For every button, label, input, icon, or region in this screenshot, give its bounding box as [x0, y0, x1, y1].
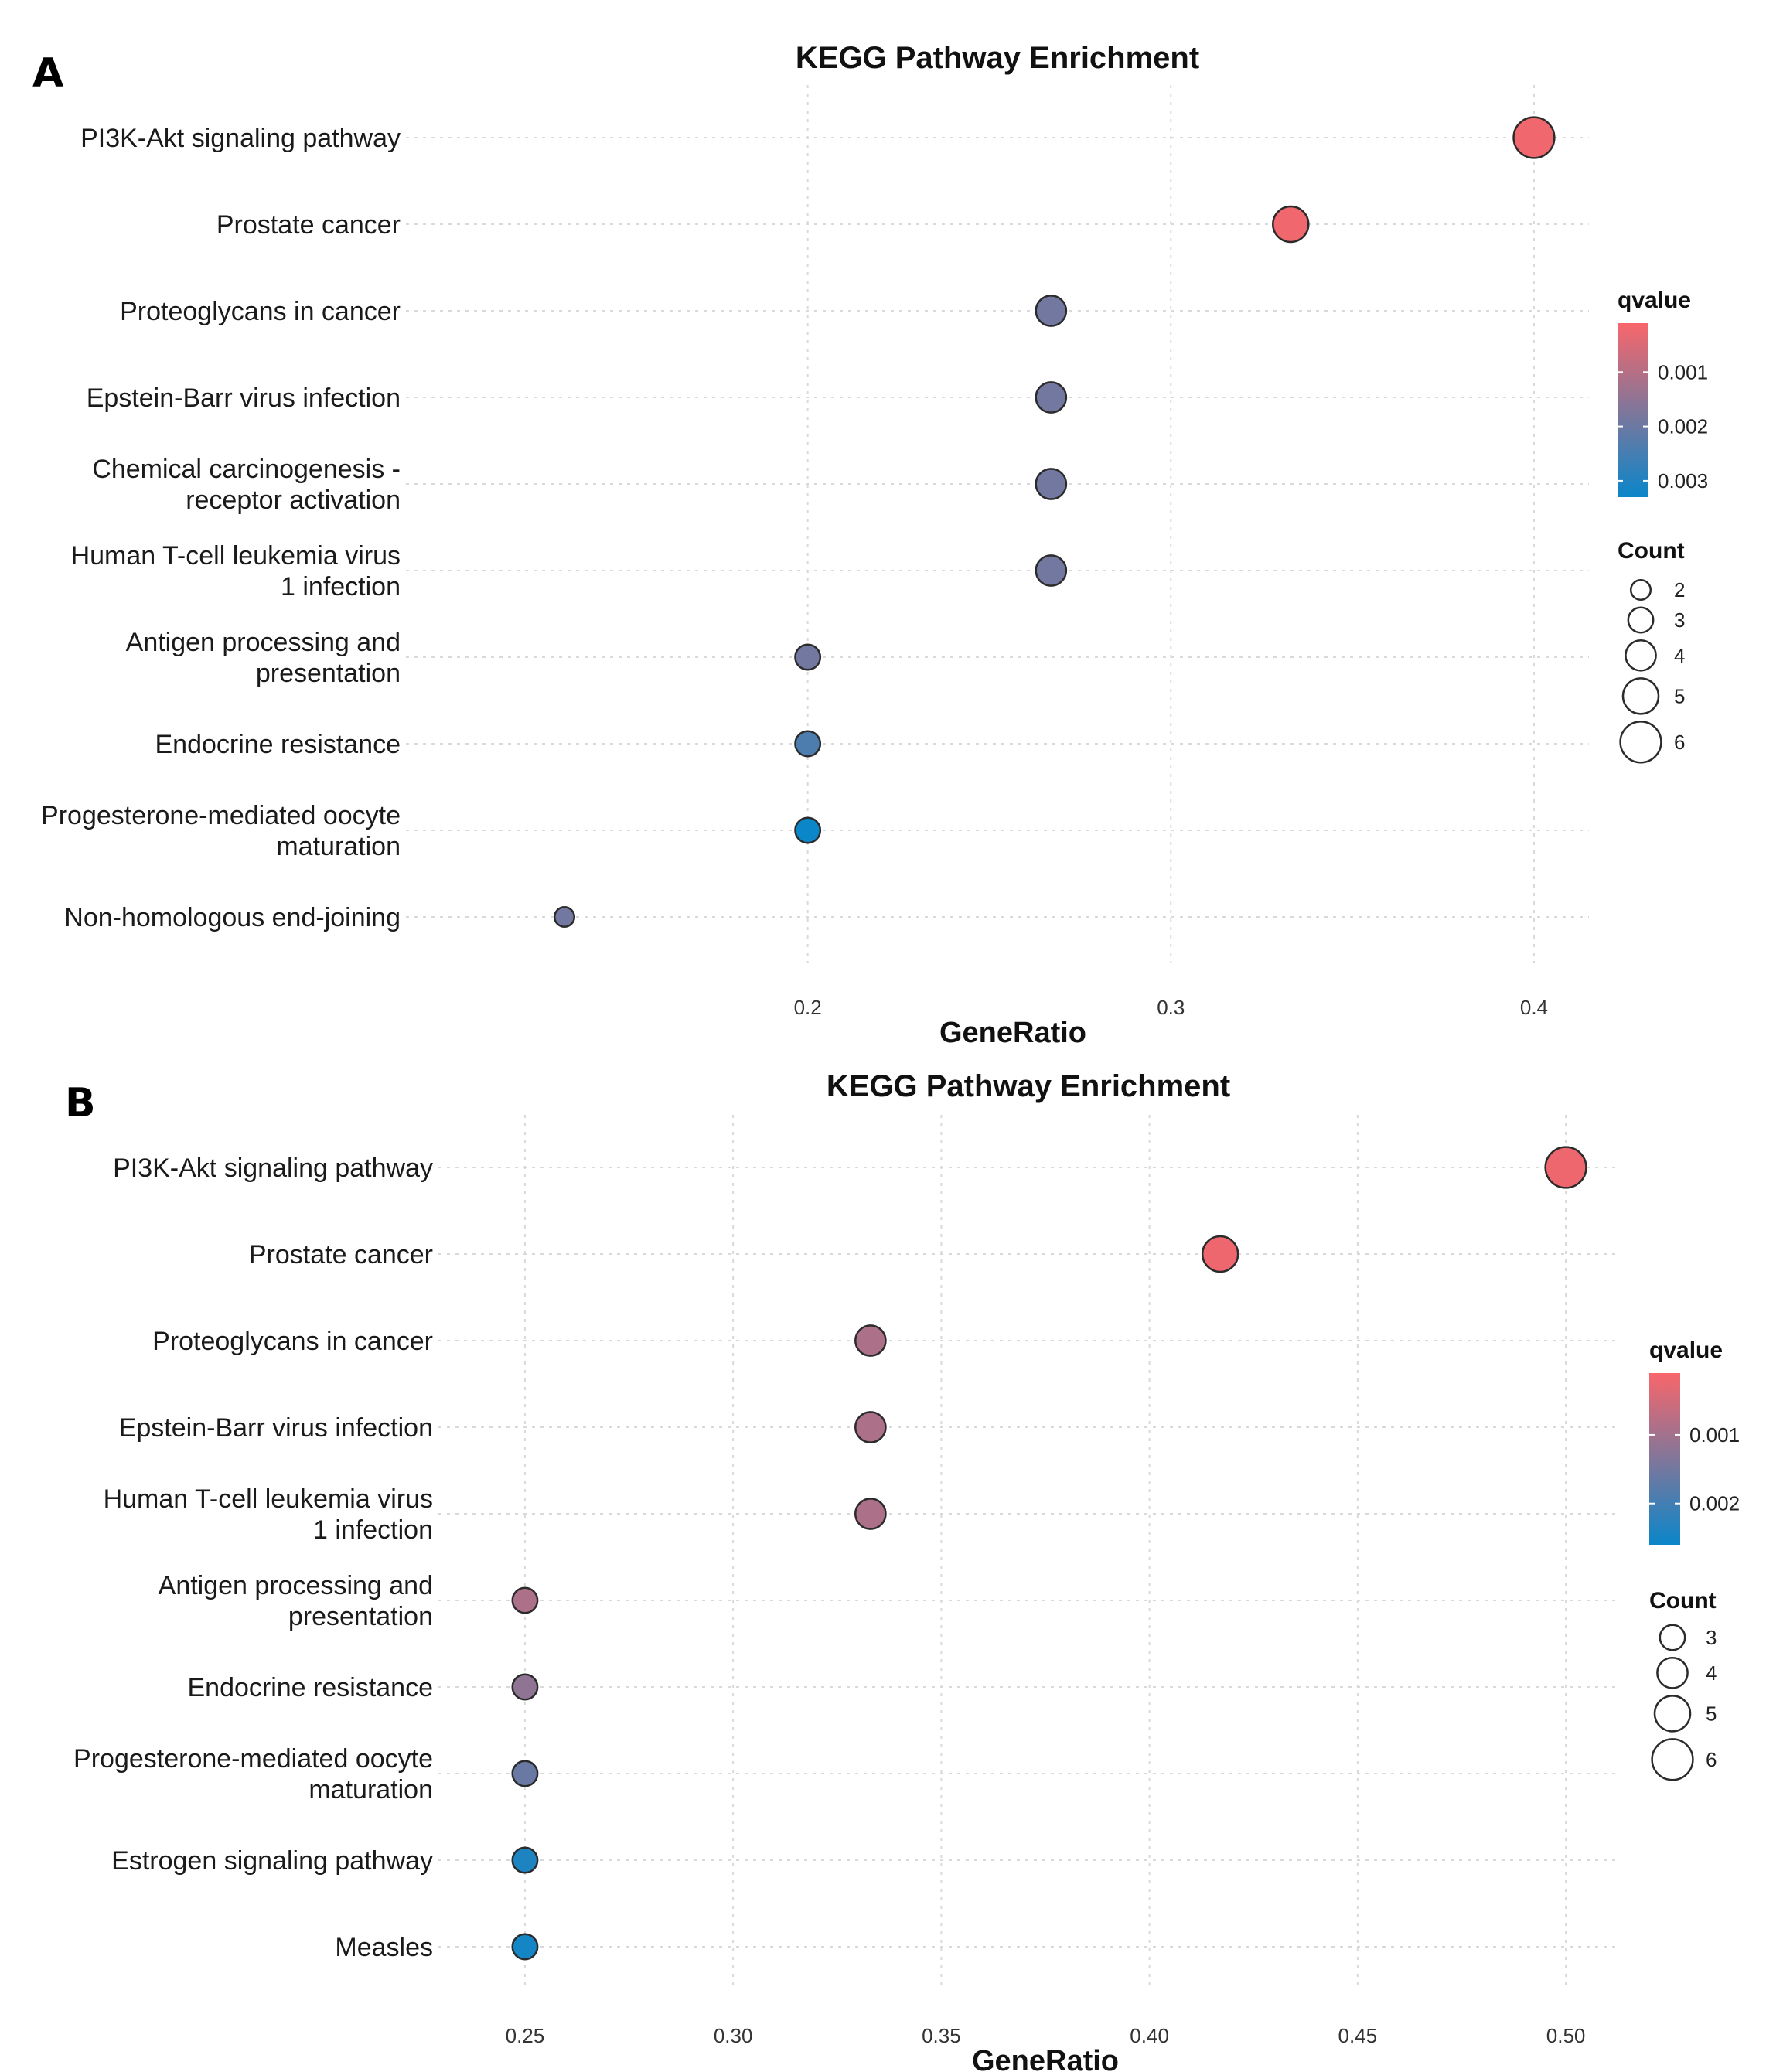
color-legend-bar: [1649, 1373, 1680, 1545]
data-point: [511, 1933, 539, 1961]
data-point: [511, 1586, 539, 1614]
color-legend-bar: [1618, 323, 1648, 497]
y-tick-label: Human T-cell leukemia virus 1 infection: [71, 541, 401, 601]
data-point: [794, 730, 822, 758]
x-tick-label: 0.3: [1157, 996, 1185, 1019]
x-tick-label: 0.30: [714, 2024, 753, 2047]
y-tick-label: Measles: [335, 1933, 433, 1962]
color-legend-label: 0.002: [1689, 1492, 1740, 1515]
size-legend-circle: [1629, 578, 1652, 601]
size-legend-label: 4: [1674, 644, 1685, 667]
panel-label: B: [65, 1080, 96, 1126]
color-legend-title: qvalue: [1649, 1338, 1723, 1363]
chart-panel-a: A KEGG Pathway Enrichment 0.2 0.3 0.4 PI3K-Ak…: [32, 41, 1708, 1049]
color-legend-label: 0.002: [1658, 415, 1708, 438]
y-tick-label: Epstein-Barr virus infection: [87, 383, 401, 413]
data-point: [553, 905, 576, 929]
y-tick-label: Antigen processing and presentation: [126, 628, 401, 688]
size-legend-title: Count: [1618, 538, 1685, 564]
data-point: [1512, 116, 1556, 159]
data-point: [1035, 381, 1068, 414]
size-legend-label: 6: [1706, 1748, 1717, 1771]
x-tick-label: 0.2: [794, 996, 822, 1019]
data-point: [511, 1760, 539, 1787]
data-point: [1035, 468, 1068, 500]
data-point: [854, 1498, 887, 1530]
chart-panel-b: B KEGG Pathway Enrichment 0.25 0.30 0.35 0.40…: [65, 1069, 1740, 2072]
y-tick-label: Proteoglycans in cancer: [152, 1327, 433, 1356]
data-point: [511, 1846, 539, 1874]
y-tick-label: Progesterone-mediated oocyte maturation: [73, 1744, 433, 1804]
x-tick-label: 0.4: [1520, 996, 1548, 1019]
x-tick-label: 0.40: [1130, 2024, 1169, 2047]
size-legend-label: 5: [1674, 684, 1685, 707]
y-tick-label: Non-homologous end-joining: [64, 903, 401, 932]
panel-label: A: [32, 50, 63, 97]
size-legend-circle: [1619, 721, 1662, 764]
y-tick-label: PI3K-Akt signaling pathway: [113, 1154, 433, 1183]
size-legend-label: 5: [1706, 1702, 1717, 1725]
data-point: [794, 816, 822, 844]
color-legend-label: 0.001: [1658, 360, 1708, 383]
y-tick-label: Prostate cancer: [249, 1240, 433, 1269]
y-tick-label: Endocrine resistance: [187, 1673, 433, 1702]
y-tick-label: PI3K-Akt signaling pathway: [80, 124, 401, 153]
data-point: [1201, 1235, 1239, 1273]
chart-title: KEGG Pathway Enrichment: [827, 1069, 1230, 1103]
data-point: [1544, 1146, 1587, 1189]
data-point: [794, 643, 822, 671]
color-legend-title: qvalue: [1618, 288, 1691, 313]
y-tick-label: Chemical carcinogenesis -receptor activa…: [92, 455, 401, 515]
y-tick-label: Epstein-Barr virus infection: [119, 1413, 433, 1443]
data-point: [854, 1324, 887, 1357]
size-legend-circle: [1651, 1738, 1694, 1781]
size-legend-circle: [1621, 677, 1660, 715]
chart-title: KEGG Pathway Enrichment: [796, 41, 1199, 75]
x-tick-label: 0.50: [1546, 2024, 1586, 2047]
x-tick-label: 0.45: [1338, 2024, 1378, 2047]
color-legend-label: 0.001: [1689, 1423, 1740, 1447]
size-legend-label: 6: [1674, 731, 1685, 754]
x-tick-label: 0.25: [506, 2024, 545, 2047]
data-point: [1272, 205, 1310, 244]
y-tick-label: Estrogen signaling pathway: [111, 1846, 433, 1876]
y-tick-label: Human T-cell leukemia virus 1 infection: [104, 1484, 433, 1545]
color-legend-label: 0.003: [1658, 469, 1708, 492]
y-tick-label: Prostate cancer: [216, 210, 401, 240]
x-tick-label: 0.35: [922, 2024, 961, 2047]
y-tick-label: Antigen processing and presentation: [159, 1571, 433, 1631]
data-point: [1035, 554, 1068, 587]
data-point: [854, 1411, 887, 1443]
y-tick-label: Proteoglycans in cancer: [120, 297, 401, 326]
y-tick-label: Endocrine resistance: [155, 730, 401, 759]
size-legend-label: 3: [1706, 1626, 1717, 1649]
size-legend-circle: [1656, 1656, 1689, 1689]
data-point: [511, 1673, 539, 1701]
data-point: [1035, 295, 1068, 327]
size-legend-circle: [1627, 606, 1655, 634]
size-legend-label: 4: [1706, 1661, 1717, 1685]
size-legend-circle: [1625, 639, 1657, 672]
size-legend-label: 2: [1674, 578, 1685, 601]
y-tick-label: Progesterone-mediated oocyte maturation: [41, 801, 401, 861]
x-axis-label: GeneRatio: [939, 1017, 1086, 1049]
size-legend-title: Count: [1649, 1588, 1717, 1614]
size-legend-label: 3: [1674, 608, 1685, 632]
x-axis-label: GeneRatio: [972, 2045, 1119, 2072]
size-legend-circle: [1653, 1695, 1692, 1733]
size-legend-circle: [1659, 1624, 1686, 1651]
